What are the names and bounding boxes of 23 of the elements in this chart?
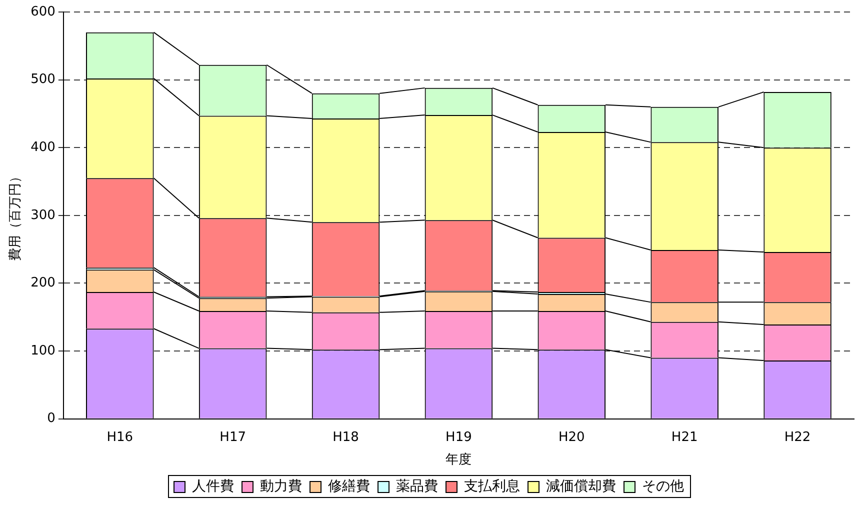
x-tick-label: H16 xyxy=(106,430,134,445)
y-tick-label: 200 xyxy=(30,276,56,291)
x-tick-label: H20 xyxy=(558,430,585,445)
legend-label: 修繕費 xyxy=(328,478,370,495)
legend-label: 支払利息 xyxy=(464,478,520,495)
y-tick-label: 400 xyxy=(30,140,56,155)
y-tick-label: 600 xyxy=(30,4,56,20)
x-tick-label: H18 xyxy=(332,430,359,445)
legend-label: その他 xyxy=(642,478,684,495)
y-tick-label: 500 xyxy=(30,72,56,88)
x-axis-title: 年度 xyxy=(446,452,472,468)
x-tick-label: H22 xyxy=(784,430,811,445)
y-tick-label: 300 xyxy=(30,208,56,223)
y-axis-title: 費用（百万円） xyxy=(8,170,24,261)
x-tick-label: H19 xyxy=(446,430,472,445)
y-tick-label: 100 xyxy=(30,343,56,358)
y-tick-label: 0 xyxy=(47,411,56,426)
legend-label: 減価償却費 xyxy=(546,478,616,495)
legend-label: 人件費 xyxy=(192,478,234,495)
x-tick-label: H17 xyxy=(220,430,246,445)
x-tick-label: H21 xyxy=(671,430,698,445)
legend-label: 薬品費 xyxy=(396,478,438,495)
legend-label: 動力費 xyxy=(260,478,302,495)
